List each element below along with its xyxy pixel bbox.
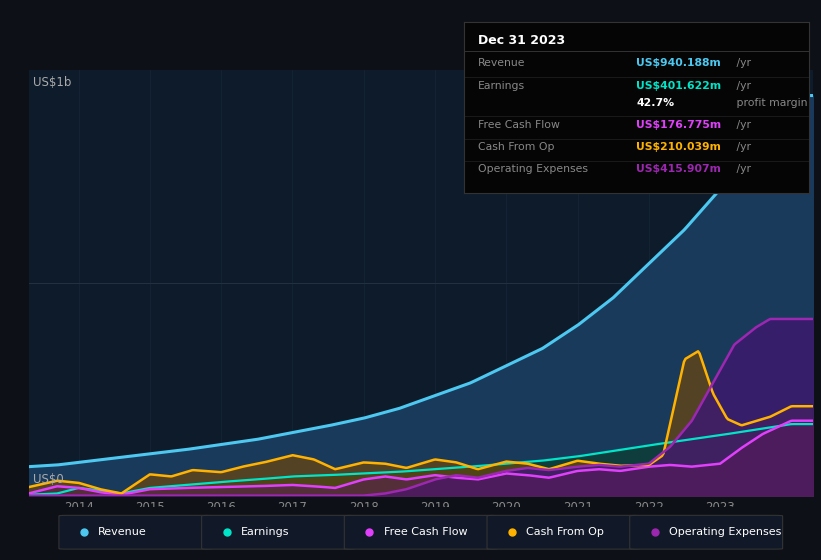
Text: US$940.188m: US$940.188m (636, 58, 721, 68)
Text: Free Cash Flow: Free Cash Flow (383, 527, 467, 537)
FancyBboxPatch shape (202, 515, 355, 549)
Text: Dec 31 2023: Dec 31 2023 (478, 34, 565, 48)
Text: US$1b: US$1b (33, 76, 71, 90)
Text: Cash From Op: Cash From Op (526, 527, 604, 537)
Text: US$210.039m: US$210.039m (636, 142, 721, 152)
FancyBboxPatch shape (344, 515, 498, 549)
Text: US$176.775m: US$176.775m (636, 120, 722, 130)
FancyBboxPatch shape (630, 515, 782, 549)
Text: /yr: /yr (733, 142, 751, 152)
Text: Free Cash Flow: Free Cash Flow (478, 120, 560, 130)
FancyBboxPatch shape (487, 515, 640, 549)
Text: Cash From Op: Cash From Op (478, 142, 554, 152)
Text: /yr: /yr (733, 81, 751, 91)
Text: Operating Expenses: Operating Expenses (669, 527, 782, 537)
Text: /yr: /yr (733, 164, 751, 174)
Text: Earnings: Earnings (241, 527, 289, 537)
Text: Revenue: Revenue (478, 58, 525, 68)
FancyBboxPatch shape (59, 515, 212, 549)
Text: 42.7%: 42.7% (636, 97, 674, 108)
Text: Earnings: Earnings (478, 81, 525, 91)
Text: Operating Expenses: Operating Expenses (478, 164, 588, 174)
Text: Revenue: Revenue (99, 527, 147, 537)
Text: US$415.907m: US$415.907m (636, 164, 721, 174)
Text: US$0: US$0 (33, 473, 63, 486)
Text: profit margin: profit margin (733, 97, 807, 108)
Text: US$401.622m: US$401.622m (636, 81, 722, 91)
Text: /yr: /yr (733, 58, 751, 68)
Text: /yr: /yr (733, 120, 751, 130)
